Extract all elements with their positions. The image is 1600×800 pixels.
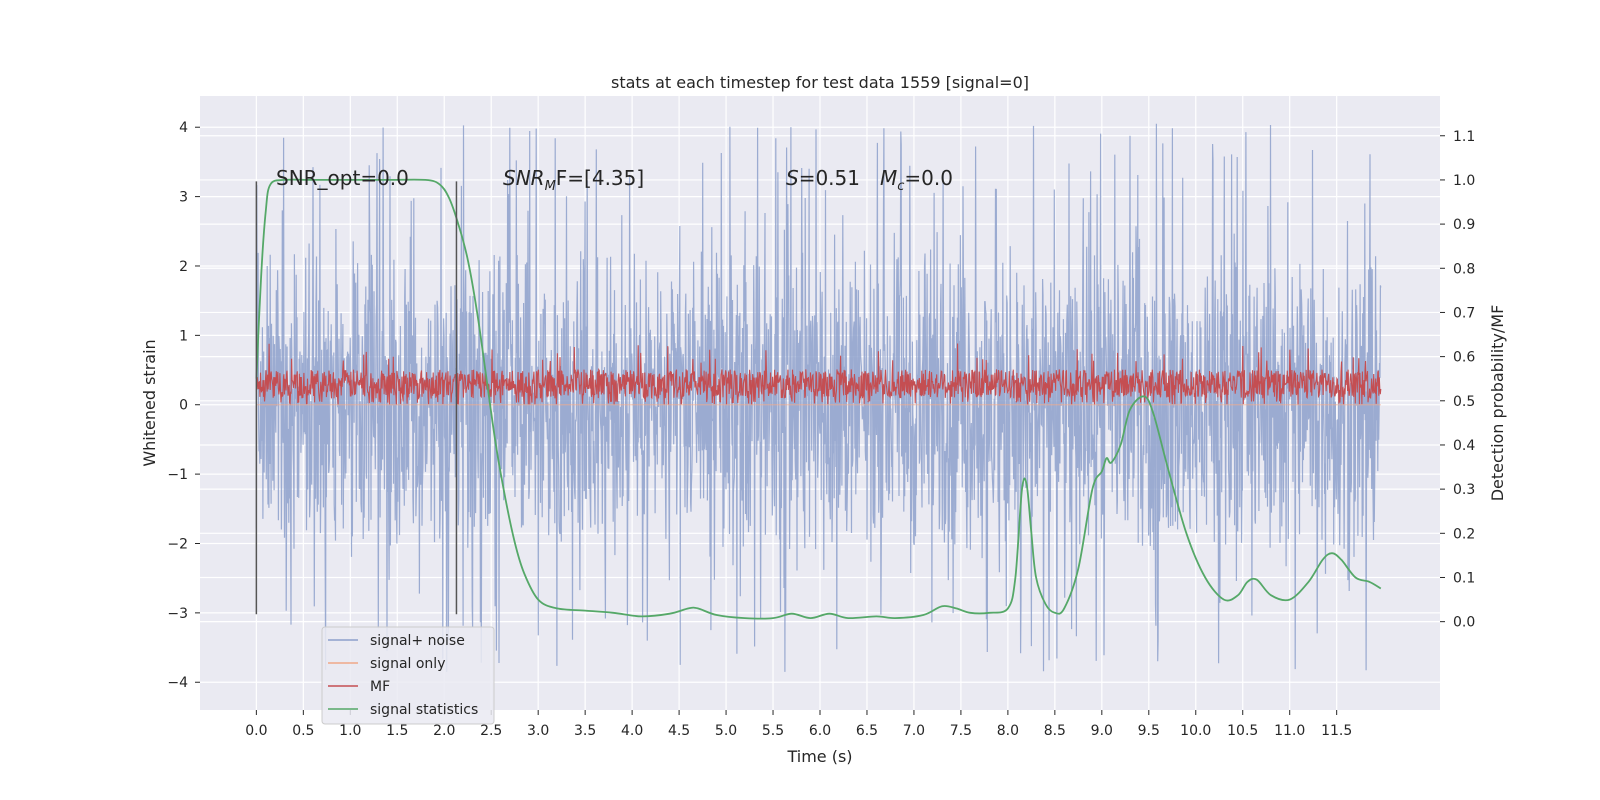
- x-tick-label-12: 6.0: [809, 723, 831, 739]
- x-tick-label-17: 8.5: [1044, 723, 1066, 739]
- legend-label-signal-noise: signal+ noise: [370, 633, 465, 649]
- y-tick-label-1: 3: [179, 190, 188, 206]
- annotation-mc-base: M: [880, 166, 897, 190]
- x-tick-label-7: 3.5: [574, 723, 596, 739]
- annotation-snr-opt: SNR_opt=0.0: [276, 166, 409, 190]
- series-layer: [255, 123, 1382, 672]
- x-tick-label-1: 0.5: [292, 723, 314, 739]
- y2-tick-label-0: 1.1: [1453, 129, 1475, 145]
- y-axis-left-label: Whitened strain: [140, 339, 159, 466]
- annotation-s: S=0.51: [786, 166, 860, 190]
- x-tick-label-3: 1.5: [386, 723, 408, 739]
- y2-tick-label-10: 0.1: [1453, 570, 1475, 586]
- annotation-snr-mf-base: SNR: [503, 166, 545, 190]
- y-tick-label-0: 4: [179, 120, 188, 136]
- x-tick-label-16: 8.0: [997, 723, 1019, 739]
- annotation-s-base: S: [786, 166, 799, 190]
- y-tick-label-2: 2: [179, 259, 188, 275]
- series-signal-noise-line: [255, 123, 1382, 672]
- x-tick-label-8: 4.0: [621, 723, 643, 739]
- annotation-snr-mf-sub: M: [545, 179, 556, 194]
- annotation-snr-mf-rest: F=[4.35]: [556, 166, 644, 190]
- y2-tick-label-9: 0.2: [1453, 526, 1475, 542]
- x-tick-label-19: 9.5: [1138, 723, 1160, 739]
- x-tick-label-10: 5.0: [715, 723, 737, 739]
- legend: signal+ noise signal only MF signal stat…: [321, 626, 495, 725]
- annotation-mc: Mc=0.0: [880, 166, 953, 194]
- x-axis-ticks: 0.0 0.5 1.0 1.5 2.0 2.5 3.0 3.5 4.0 4.5 5.0 5.5 6.0 6…: [245, 710, 1352, 739]
- y2-tick-label-1: 1.0: [1453, 173, 1475, 189]
- y-tick-label-4: 0: [179, 398, 188, 414]
- x-tick-label-5: 2.5: [480, 723, 502, 739]
- y-tick-label-7: −3: [167, 606, 188, 622]
- x-tick-label-2: 1.0: [339, 723, 361, 739]
- series-mf-line: [255, 343, 1382, 406]
- legend-label-signal-only: signal only: [370, 656, 445, 672]
- y-axis-right-label: Detection probability/MF: [1488, 305, 1507, 502]
- y-axis-left-ticks: 4 3 2 1 0 −1 −2 −3 −4: [167, 120, 200, 691]
- y2-tick-label-3: 0.8: [1453, 261, 1475, 277]
- x-axis-label: Time (s): [786, 747, 852, 766]
- chart-title: stats at each timestep for test data 155…: [611, 73, 1029, 92]
- y2-tick-label-4: 0.7: [1453, 305, 1475, 321]
- x-tick-label-22: 11.0: [1274, 723, 1305, 739]
- x-tick-label-14: 7.0: [903, 723, 925, 739]
- y-tick-label-8: −4: [167, 675, 188, 691]
- y2-tick-label-2: 0.9: [1453, 217, 1475, 233]
- legend-box: [321, 626, 495, 725]
- y2-tick-label-6: 0.5: [1453, 394, 1475, 410]
- annotation-mc-rest: =0.0: [904, 166, 953, 190]
- y2-tick-label-7: 0.4: [1453, 438, 1475, 454]
- annotation-mc-sub: c: [897, 179, 904, 194]
- y-tick-label-6: −2: [167, 536, 188, 552]
- x-tick-label-21: 10.5: [1227, 723, 1258, 739]
- y-axis-right-ticks: 1.1 1.0 0.9 0.8 0.7 0.6 0.5 0.4 0.3 0.2 0.1 0.0: [1440, 129, 1475, 631]
- x-tick-label-11: 5.5: [762, 723, 784, 739]
- y2-tick-label-8: 0.3: [1453, 482, 1475, 498]
- x-tick-label-15: 7.5: [950, 723, 972, 739]
- x-tick-label-18: 9.0: [1091, 723, 1113, 739]
- x-tick-label-4: 2.0: [433, 723, 455, 739]
- x-tick-label-20: 10.0: [1180, 723, 1211, 739]
- x-tick-label-13: 6.5: [856, 723, 878, 739]
- legend-label-mf: MF: [370, 679, 390, 695]
- x-tick-label-9: 4.5: [668, 723, 690, 739]
- y-tick-label-3: 1: [179, 328, 188, 344]
- x-tick-label-0: 0.0: [245, 723, 267, 739]
- y-tick-label-5: −1: [167, 467, 188, 483]
- y2-tick-label-11: 0.0: [1453, 615, 1475, 631]
- y2-tick-label-5: 0.6: [1453, 350, 1475, 366]
- annotation-s-rest: =0.51: [799, 166, 860, 190]
- series-signal-statistics-line: [255, 178, 1382, 620]
- annotation-snr-mf: SNRMF=[4.35]: [503, 166, 644, 194]
- x-tick-label-6: 3.0: [527, 723, 549, 739]
- x-tick-label-23: 11.5: [1321, 723, 1352, 739]
- legend-label-signal-statistics: signal statistics: [370, 702, 478, 718]
